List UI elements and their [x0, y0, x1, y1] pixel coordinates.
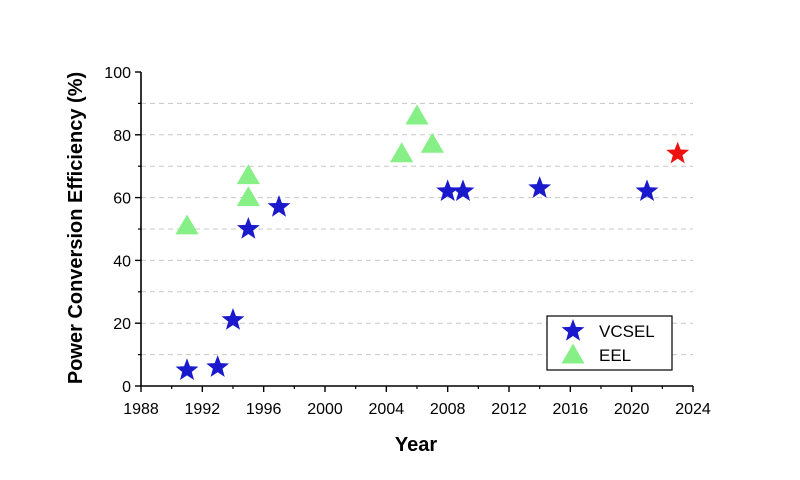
x-tick-label: 1996 — [246, 401, 282, 418]
eel-point — [175, 214, 199, 235]
y-tick-label: 0 — [122, 379, 131, 396]
x-tick-label: 2008 — [430, 401, 466, 418]
vcsel-point — [436, 179, 460, 202]
vcsel-point — [528, 176, 552, 198]
tick-labels: 1988 1992 1996 2000 2004 2008 2012 2016 2020 2024… — [104, 65, 711, 418]
y-tick-label: 100 — [104, 65, 131, 82]
eel-point — [390, 142, 414, 163]
vcsel-point — [206, 355, 230, 377]
eel-point — [420, 132, 444, 153]
y-tick-label: 60 — [113, 191, 131, 208]
x-tick-label: 2016 — [553, 401, 589, 418]
x-axis-title: Year — [395, 434, 437, 456]
legend-label-eel: EEL — [599, 346, 631, 365]
x-tick-label: 2024 — [675, 401, 711, 418]
y-tick-label: 20 — [113, 316, 131, 333]
x-tick-label: 2000 — [307, 401, 343, 418]
legend-marker-eel — [561, 343, 585, 364]
y-tick-label: 40 — [113, 253, 131, 270]
x-tick-label: 1988 — [123, 401, 159, 418]
y-tick-label: 80 — [113, 128, 131, 145]
vcsel-point — [236, 217, 260, 239]
x-tick-label: 2020 — [614, 401, 650, 418]
x-tick-label: 2012 — [491, 401, 527, 418]
eel-point — [236, 164, 260, 185]
vcsel-point — [221, 308, 245, 330]
vcsel-point — [451, 179, 475, 202]
y-axis-title: Power Conversion Efficiency (%) — [65, 72, 87, 384]
vcsel-point — [267, 195, 291, 217]
data-points — [175, 104, 690, 381]
eel-point — [405, 104, 429, 125]
x-tick-label: 2004 — [369, 401, 405, 418]
vcsel-point — [175, 358, 199, 381]
vcsel-point — [635, 179, 659, 202]
tick-marks — [135, 71, 694, 392]
legend-label-vcsel: VCSEL — [599, 322, 655, 341]
legend: VCSEL EEL — [546, 315, 673, 371]
x-tick-label: 1992 — [185, 401, 221, 418]
eel-point — [236, 186, 260, 207]
highlight-star-point — [666, 141, 690, 164]
legend-marker-vcsel — [561, 319, 585, 341]
